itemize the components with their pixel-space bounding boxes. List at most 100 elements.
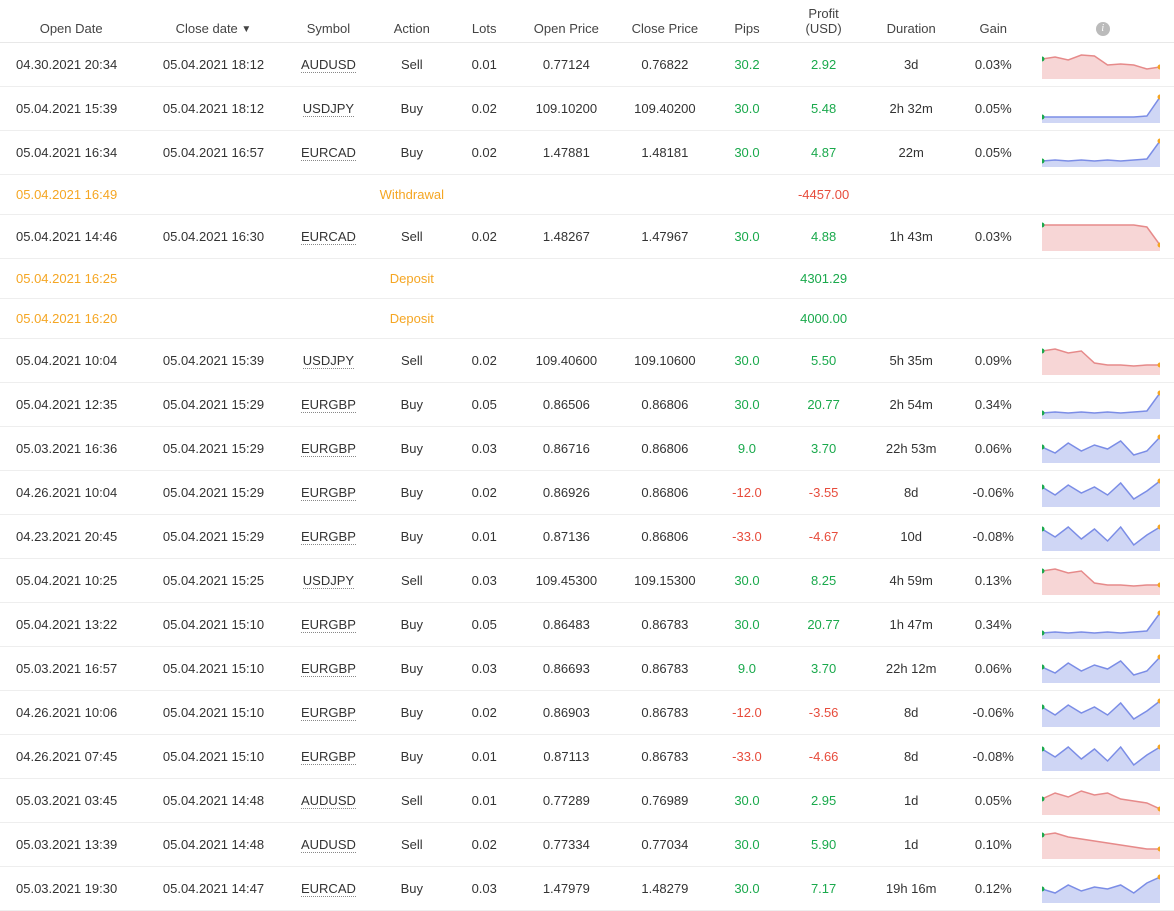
table-row[interactable]: 05.04.2021 16:25Deposit4301.29 <box>0 259 1174 299</box>
col-open-price[interactable]: Open Price <box>517 0 616 43</box>
col-close-price[interactable]: Close Price <box>616 0 715 43</box>
cell-duration: 5h 35m <box>867 339 955 383</box>
table-row[interactable]: 05.04.2021 16:20Deposit4000.00 <box>0 299 1174 339</box>
table-row[interactable]: 04.26.2021 10:0605.04.2021 15:10EURGBPBu… <box>0 691 1174 735</box>
cell-open-date: 05.04.2021 16:34 <box>0 131 142 175</box>
cell-open-price: 1.48267 <box>517 215 616 259</box>
table-row[interactable]: 05.03.2021 13:3905.04.2021 14:48AUDUSDSe… <box>0 823 1174 867</box>
cell-pips: 30.0 <box>714 559 780 603</box>
col-symbol[interactable]: Symbol <box>285 0 373 43</box>
info-icon[interactable]: i <box>1096 22 1110 36</box>
cell-gain: -0.06% <box>955 471 1032 515</box>
table-row[interactable]: 04.26.2021 07:4505.04.2021 15:10EURGBPBu… <box>0 735 1174 779</box>
cell-action: Sell <box>372 339 451 383</box>
cell-pips: 30.0 <box>714 823 780 867</box>
symbol-link[interactable]: USDJPY <box>303 573 354 589</box>
cell-symbol: EURGBP <box>285 427 373 471</box>
cell-sparkline <box>1032 735 1174 779</box>
symbol-link[interactable]: EURGBP <box>301 705 356 721</box>
cell-symbol: EURCAD <box>285 215 373 259</box>
cell-duration: 8d <box>867 471 955 515</box>
table-row[interactable]: 05.04.2021 16:49Withdrawal-4457.00 <box>0 175 1174 215</box>
table-body: 04.30.2021 20:3405.04.2021 18:12 AUDUSD Se… <box>0 43 1174 911</box>
cell-duration: 4h 59m <box>867 559 955 603</box>
cell-profit: 4.87 <box>780 131 868 175</box>
table-row[interactable]: 05.03.2021 16:5705.04.2021 15:10EURGBPBu… <box>0 647 1174 691</box>
col-lots[interactable]: Lots <box>451 0 517 43</box>
table-row[interactable]: 05.04.2021 12:3505.04.2021 15:29EURGBPBu… <box>0 383 1174 427</box>
col-duration[interactable]: Duration <box>867 0 955 43</box>
cell-profit: -3.56 <box>780 691 868 735</box>
symbol-link[interactable]: AUDUSD <box>301 837 356 853</box>
col-profit[interactable]: Profit (USD) <box>780 0 868 43</box>
cell-sparkline <box>1032 603 1174 647</box>
cell-duration: 22h 53m <box>867 427 955 471</box>
cell-pips: 9.0 <box>714 427 780 471</box>
cell-sparkline <box>1032 43 1174 87</box>
cell-open-date: 05.04.2021 15:39 <box>0 87 142 131</box>
cell-pips: -12.0 <box>714 691 780 735</box>
cell-profit: 5.50 <box>780 339 868 383</box>
cell-symbol: AUDUSD <box>285 823 373 867</box>
trade-history-table: Open Date Close date ▼ Symbol Action Lot… <box>0 0 1174 911</box>
symbol-link[interactable]: EURGBP <box>301 529 356 545</box>
cell-profit: 20.77 <box>780 383 868 427</box>
cell-open-date: 05.03.2021 16:36 <box>0 427 142 471</box>
table-row[interactable]: 05.04.2021 15:3905.04.2021 18:12USDJPYBu… <box>0 87 1174 131</box>
table-row[interactable]: 05.04.2021 14:4605.04.2021 16:30EURCADSe… <box>0 215 1174 259</box>
cell-lots: 0.05 <box>451 383 517 427</box>
symbol-link[interactable]: EURGBP <box>301 397 356 413</box>
cell-pips: 30.0 <box>714 131 780 175</box>
cell-profit: -3.55 <box>780 471 868 515</box>
cell-open-date: 04.30.2021 20:34 <box>0 43 142 87</box>
symbol-link[interactable]: AUDUSD <box>301 793 356 809</box>
symbol-link[interactable]: EURGBP <box>301 661 356 677</box>
col-pips[interactable]: Pips <box>714 0 780 43</box>
symbol-link[interactable]: EURGBP <box>301 617 356 633</box>
cell-profit: 5.90 <box>780 823 868 867</box>
cell-action: Buy <box>372 515 451 559</box>
symbol-link[interactable]: EURCAD <box>301 145 356 161</box>
cell-action: Sell <box>372 215 451 259</box>
symbol-link[interactable]: USDJPY <box>303 353 354 369</box>
cell-close-price: 0.86783 <box>616 691 715 735</box>
table-row[interactable]: 05.04.2021 10:0405.04.2021 15:39USDJPYSe… <box>0 339 1174 383</box>
cell-profit: 2.92 <box>780 43 868 87</box>
table-row[interactable]: 04.26.2021 10:0405.04.2021 15:29EURGBPBu… <box>0 471 1174 515</box>
col-action[interactable]: Action <box>372 0 451 43</box>
col-profit-l2: (USD) <box>806 21 842 36</box>
cell-pips: 30.0 <box>714 215 780 259</box>
cell-gain: 0.13% <box>955 559 1032 603</box>
symbol-link[interactable]: EURGBP <box>301 485 356 501</box>
symbol-link[interactable]: AUDUSD <box>301 57 356 73</box>
symbol-link[interactable]: USDJPY <box>303 101 354 117</box>
cell-profit: -4.67 <box>780 515 868 559</box>
cell-open-date: 05.03.2021 03:45 <box>0 779 142 823</box>
table-row[interactable]: 05.03.2021 03:4505.04.2021 14:48AUDUSDSe… <box>0 779 1174 823</box>
col-open-date[interactable]: Open Date <box>0 0 142 43</box>
cell-duration: 2h 54m <box>867 383 955 427</box>
cell-sparkline <box>1032 427 1174 471</box>
cell-profit: 20.77 <box>780 603 868 647</box>
cell-close-price: 109.10600 <box>616 339 715 383</box>
cell-action: Sell <box>372 559 451 603</box>
table-row[interactable]: 04.30.2021 20:3405.04.2021 18:12AUDUSDSe… <box>0 43 1174 87</box>
cell-close-date: 05.04.2021 18:12 <box>142 43 284 87</box>
cell-close-date: 05.04.2021 15:29 <box>142 515 284 559</box>
cell-open-date: 04.23.2021 20:45 <box>0 515 142 559</box>
table-row[interactable]: 05.03.2021 16:3605.04.2021 15:29EURGBPBu… <box>0 427 1174 471</box>
cell-close-date: 05.04.2021 15:25 <box>142 559 284 603</box>
col-close-date[interactable]: Close date ▼ <box>142 0 284 43</box>
table-row[interactable]: 05.04.2021 13:2205.04.2021 15:10EURGBPBu… <box>0 603 1174 647</box>
symbol-link[interactable]: EURGBP <box>301 749 356 765</box>
symbol-link[interactable]: EURGBP <box>301 441 356 457</box>
table-row[interactable]: 05.04.2021 10:2505.04.2021 15:25USDJPYSe… <box>0 559 1174 603</box>
cell-sparkline <box>1032 383 1174 427</box>
symbol-link[interactable]: EURCAD <box>301 229 356 245</box>
symbol-link[interactable]: EURCAD <box>301 881 356 897</box>
cell-open-date: 05.04.2021 13:22 <box>0 603 142 647</box>
cell-open-date: 04.26.2021 10:06 <box>0 691 142 735</box>
col-gain[interactable]: Gain <box>955 0 1032 43</box>
table-row[interactable]: 04.23.2021 20:4505.04.2021 15:29 EURGBP Bu… <box>0 515 1174 559</box>
table-row[interactable]: 05.04.2021 16:3405.04.2021 16:57EURCADBu… <box>0 131 1174 175</box>
